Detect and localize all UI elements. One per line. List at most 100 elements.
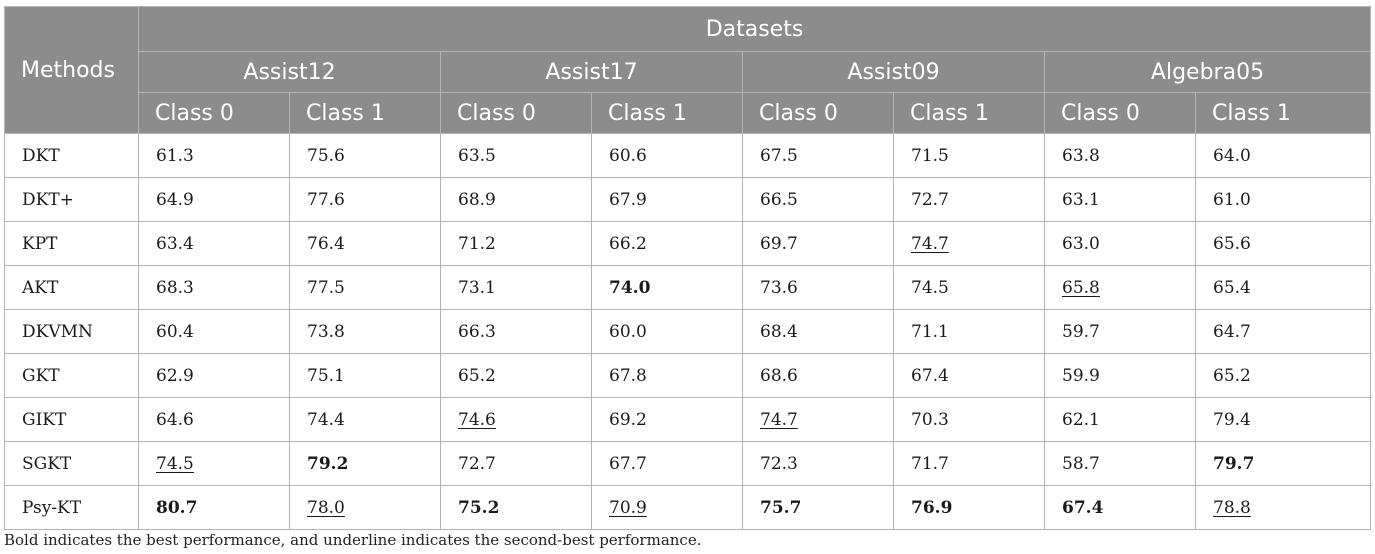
value-cell: 79.2 — [289, 441, 441, 486]
class-header: Class 0 — [138, 92, 290, 134]
value-text: 64.6 — [156, 409, 194, 430]
value-text: 73.1 — [458, 277, 496, 298]
value-text: 73.8 — [307, 321, 345, 342]
value-text: 75.2 — [458, 497, 500, 518]
value-cell: 76.9 — [893, 485, 1045, 530]
value-text: 74.0 — [609, 277, 651, 298]
value-text: 74.6 — [458, 409, 496, 430]
value-text: 74.4 — [307, 409, 345, 430]
value-text: 80.7 — [156, 497, 198, 518]
value-text: 72.3 — [760, 453, 798, 474]
value-text: 76.4 — [307, 233, 345, 254]
value-cell: 79.4 — [1195, 397, 1371, 442]
method-name-cell: DKT — [4, 133, 139, 178]
value-cell: 68.6 — [742, 353, 894, 398]
value-text: 71.1 — [911, 321, 949, 342]
table-row: DKVMN 60.4 73.8 66.3 60.0 68.4 71.1 59.7 64.7 — [4, 309, 1371, 354]
value-cell: 71.7 — [893, 441, 1045, 486]
table-row: Psy-KT 80.7 78.0 75.2 70.9 75.7 76.9 67.4 78.8 — [4, 485, 1371, 530]
value-cell: 70.3 — [893, 397, 1045, 442]
value-text: 58.7 — [1062, 453, 1100, 474]
dataset-header: Assist09 — [742, 51, 1045, 93]
table-row: AKT 68.3 77.5 73.1 74.0 73.6 74.5 65.8 65.4 — [4, 265, 1371, 310]
value-text: 70.3 — [911, 409, 949, 430]
value-text: 64.9 — [156, 189, 194, 210]
class-header: Class 1 — [591, 92, 743, 134]
class-header: Class 0 — [440, 92, 592, 134]
value-cell: 75.2 — [440, 485, 592, 530]
value-cell: 72.7 — [893, 177, 1045, 222]
method-name-cell: GKT — [4, 353, 139, 398]
class-header: Class 1 — [289, 92, 441, 134]
value-cell: 67.5 — [742, 133, 894, 178]
value-cell: 63.0 — [1044, 221, 1196, 266]
value-cell: 68.3 — [138, 265, 290, 310]
value-cell: 74.7 — [742, 397, 894, 442]
value-text: 64.0 — [1213, 145, 1251, 166]
value-text: 74.5 — [156, 453, 194, 474]
value-cell: 64.6 — [138, 397, 290, 442]
value-text: 71.7 — [911, 453, 949, 474]
value-cell: 74.4 — [289, 397, 441, 442]
value-text: 63.8 — [1062, 145, 1100, 166]
value-cell: 74.0 — [591, 265, 743, 310]
value-cell: 68.9 — [440, 177, 592, 222]
results-table: Methods Datasets Assist12 Assist17 Assis… — [4, 6, 1371, 530]
value-cell: 73.8 — [289, 309, 441, 354]
value-cell: 62.9 — [138, 353, 290, 398]
value-text: 61.0 — [1213, 189, 1251, 210]
value-text: 78.0 — [307, 497, 345, 518]
value-text: 79.7 — [1213, 453, 1255, 474]
value-text: 67.8 — [609, 365, 647, 386]
table-body: DKT 61.3 75.6 63.5 60.6 67.5 71.5 63.8 64.0 DKT+ 6… — [4, 133, 1371, 530]
value-cell: 67.4 — [893, 353, 1045, 398]
method-name-cell: DKT+ — [4, 177, 139, 222]
value-cell: 69.2 — [591, 397, 743, 442]
value-text: 71.5 — [911, 145, 949, 166]
value-text: 59.7 — [1062, 321, 1100, 342]
table-row: DKT 61.3 75.6 63.5 60.6 67.5 71.5 63.8 64.0 — [4, 133, 1371, 178]
value-text: 59.9 — [1062, 365, 1100, 386]
method-name-cell: KPT — [4, 221, 139, 266]
value-text: 77.5 — [307, 277, 345, 298]
methods-header: Methods — [4, 6, 139, 134]
value-text: 66.2 — [609, 233, 647, 254]
value-text: 64.7 — [1213, 321, 1251, 342]
value-text: 74.7 — [911, 233, 949, 254]
value-cell: 71.1 — [893, 309, 1045, 354]
value-text: 75.6 — [307, 145, 345, 166]
class-header: Class 0 — [1044, 92, 1196, 134]
value-text: 76.9 — [911, 497, 953, 518]
value-text: 75.1 — [307, 365, 345, 386]
value-cell: 75.7 — [742, 485, 894, 530]
value-text: 60.4 — [156, 321, 194, 342]
method-name-cell: GIKT — [4, 397, 139, 442]
value-text: 67.9 — [609, 189, 647, 210]
value-cell: 63.4 — [138, 221, 290, 266]
method-name-cell: DKVMN — [4, 309, 139, 354]
method-name-cell: Psy-KT — [4, 485, 139, 530]
header-row-dataset-names: Assist12 Assist17 Assist09 Algebra05 — [5, 51, 1371, 93]
value-text: 72.7 — [458, 453, 496, 474]
value-cell: 64.9 — [138, 177, 290, 222]
table-row: GKT 62.9 75.1 65.2 67.8 68.6 67.4 59.9 65.2 — [4, 353, 1371, 398]
value-text: 74.7 — [760, 409, 798, 430]
value-text: 68.6 — [760, 365, 798, 386]
value-cell: 75.6 — [289, 133, 441, 178]
value-cell: 77.6 — [289, 177, 441, 222]
class-header: Class 0 — [742, 92, 894, 134]
value-cell: 79.7 — [1195, 441, 1371, 486]
value-text: 74.5 — [911, 277, 949, 298]
value-cell: 64.7 — [1195, 309, 1371, 354]
value-text: 69.7 — [760, 233, 798, 254]
value-cell: 72.7 — [440, 441, 592, 486]
value-cell: 74.7 — [893, 221, 1045, 266]
value-text: 68.9 — [458, 189, 496, 210]
value-cell: 65.4 — [1195, 265, 1371, 310]
value-text: 60.6 — [609, 145, 647, 166]
table-row: GIKT 64.6 74.4 74.6 69.2 74.7 70.3 62.1 79.4 — [4, 397, 1371, 442]
class-header: Class 1 — [1195, 92, 1371, 134]
value-text: 65.8 — [1062, 277, 1100, 298]
value-cell: 75.1 — [289, 353, 441, 398]
value-cell: 66.2 — [591, 221, 743, 266]
